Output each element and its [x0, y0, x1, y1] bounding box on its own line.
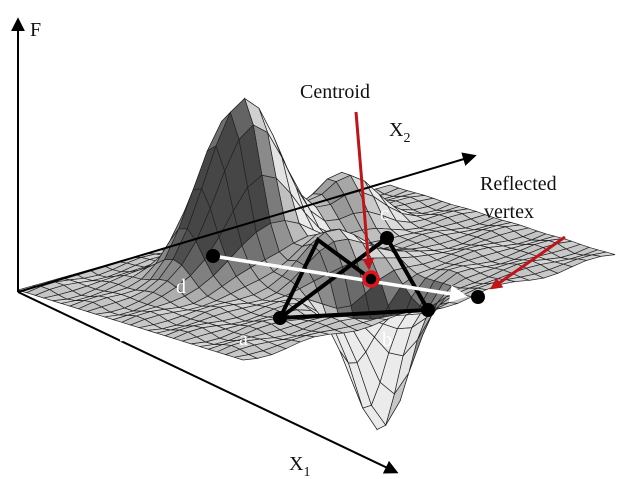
x2-base: X [389, 119, 404, 141]
centroid-label: Centroid [300, 81, 370, 103]
reflected-label: vertex [484, 201, 534, 223]
point-label: d [176, 276, 186, 298]
vertex-c [380, 231, 394, 245]
vertex-a [273, 311, 287, 325]
reflected-vertex [471, 290, 485, 304]
point-label: a [239, 328, 248, 350]
vertex-b [421, 303, 435, 317]
diagram: F X2 X1 Centroid Reflected vertex c d a … [0, 0, 624, 479]
f-axis-label: F [30, 19, 41, 41]
x1-base: X [289, 453, 304, 475]
vertex-d [206, 249, 220, 263]
reflected-label: Reflected [480, 173, 557, 195]
x2-sub: 2 [403, 131, 410, 146]
centroid [364, 272, 378, 286]
point-label: c [380, 203, 389, 225]
point-label: b [382, 329, 392, 351]
x1-sub: 1 [303, 465, 310, 479]
